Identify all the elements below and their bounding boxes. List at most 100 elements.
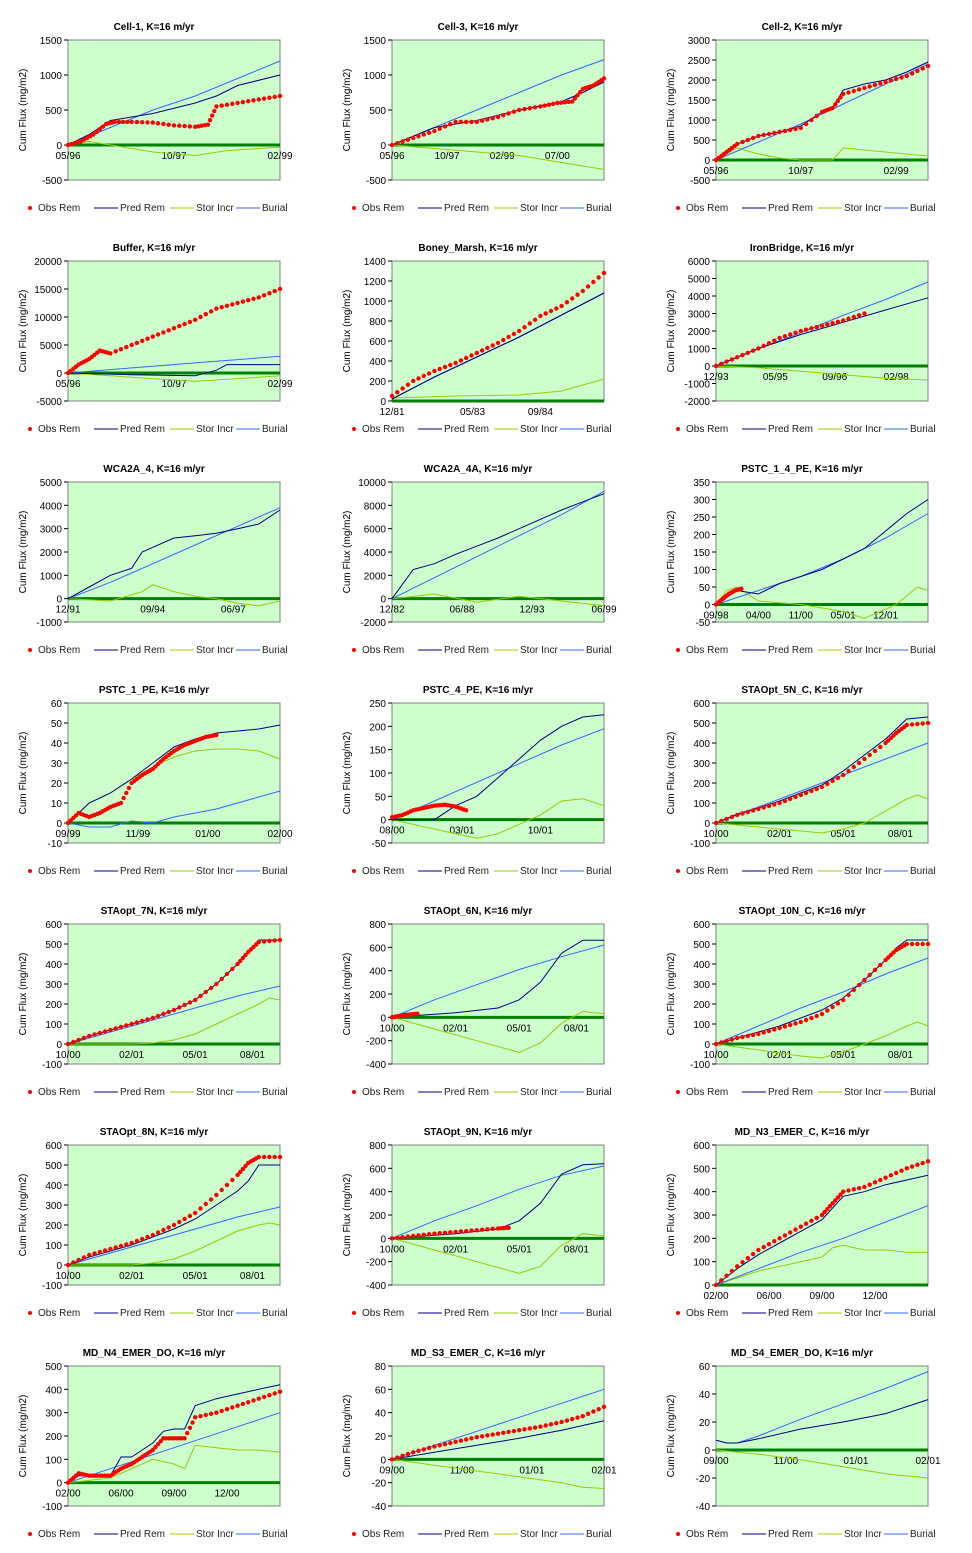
legend-label: Stor Incr — [196, 424, 234, 435]
x-tick-label: 04/00 — [746, 611, 771, 622]
x-tick-label: 12/00 — [214, 1489, 239, 1500]
obs-point — [251, 1398, 256, 1403]
obs-point — [735, 1264, 740, 1269]
obs-point — [772, 802, 777, 807]
legend-label: Obs Rem — [686, 866, 728, 877]
obs-point — [224, 1406, 230, 1412]
y-tick-label: 600 — [369, 1164, 386, 1175]
series-obs-rem — [713, 1159, 931, 1288]
y-tick-label: 100 — [693, 1020, 710, 1031]
series-stor-incr — [391, 378, 605, 399]
series-pred-rem — [391, 939, 604, 1018]
legend-marker — [676, 1532, 680, 1536]
obs-point — [904, 73, 909, 79]
obs-point — [888, 1173, 894, 1178]
legend-label: Obs Rem — [38, 203, 80, 214]
obs-point — [124, 344, 129, 350]
obs-point — [538, 1424, 543, 1429]
y-tick-label: 100 — [45, 1020, 62, 1031]
obs-point — [453, 1229, 458, 1235]
obs-point — [735, 141, 740, 147]
legend-label: Burial — [910, 1529, 936, 1540]
x-tick-label: 08/01 — [564, 1244, 589, 1255]
y-tick-label: 1000 — [364, 71, 387, 82]
legend-marker — [352, 648, 356, 652]
obs-point — [479, 1227, 485, 1232]
x-tick-label: 01/01 — [519, 1465, 544, 1476]
y-tick-label: 500 — [45, 940, 62, 951]
series-stor-incr — [67, 140, 281, 157]
obs-point — [421, 1232, 426, 1238]
chart-title: Cell-1, K=16 m/yr — [114, 22, 195, 33]
legend-label: Pred Rem — [768, 424, 813, 435]
obs-point — [124, 1023, 129, 1028]
y-tick-label: 60 — [375, 1385, 387, 1396]
y-tick-label: -2000 — [360, 618, 386, 629]
obs-point — [851, 314, 856, 320]
x-tick-label: 05/83 — [460, 407, 485, 418]
legend-label: Obs Rem — [38, 424, 80, 435]
obs-point — [793, 1021, 798, 1026]
y-tick-label: 250 — [693, 513, 710, 524]
chart-svg: Cell-3, K=16 m/yr Cum Flux (mg/m2) -500 0 50… — [342, 22, 612, 214]
y-tick-label: 8000 — [364, 501, 387, 512]
y-axis-label: Cum Flux (mg/m2) — [18, 953, 29, 1036]
chart-title: Boney_Marsh, K=16 m/yr — [418, 243, 537, 254]
obs-point — [395, 1235, 400, 1240]
obs-point — [485, 1227, 490, 1232]
x-tick-label: 05/01 — [183, 1271, 208, 1282]
obs-point — [208, 985, 214, 991]
x-tick-label: 02/00 — [55, 1489, 80, 1500]
series-obs-rem — [65, 937, 283, 1047]
y-tick-label: 2500 — [688, 56, 711, 67]
obs-point — [277, 1154, 283, 1160]
obs-point — [272, 94, 277, 100]
legend: Obs Rem Pred Rem Stor Incr Burial — [352, 1529, 612, 1540]
obs-point — [862, 977, 867, 983]
series-obs-rem — [389, 270, 607, 399]
obs-point — [724, 1038, 729, 1044]
obs-point — [793, 794, 798, 800]
legend-label: Burial — [910, 645, 936, 656]
obs-point — [240, 299, 246, 304]
y-tick-label: 300 — [693, 1211, 710, 1222]
legend-label: Pred Rem — [768, 866, 813, 877]
y-tick-label: 0 — [380, 816, 386, 827]
obs-point — [772, 130, 777, 136]
obs-point — [187, 1213, 193, 1219]
obs-point — [219, 305, 224, 310]
y-tick-label: 10 — [51, 799, 63, 810]
x-tick-label: 06/97 — [221, 605, 246, 616]
legend-label: Pred Rem — [768, 203, 813, 214]
obs-point — [835, 1195, 841, 1200]
obs-point — [750, 1032, 756, 1038]
x-tick-label: 09/00 — [809, 1291, 834, 1302]
obs-point — [585, 1411, 591, 1417]
obs-point — [856, 760, 862, 766]
obs-point — [798, 1019, 803, 1025]
obs-point — [150, 1232, 155, 1238]
legend-label: Burial — [262, 866, 288, 877]
obs-point — [485, 345, 490, 351]
chart-title: IronBridge, K=16 m/yr — [750, 243, 854, 254]
x-tick-label: 02/01 — [443, 1023, 468, 1034]
obs-point — [835, 1001, 841, 1006]
obs-point — [134, 1020, 140, 1025]
y-tick-label: 1200 — [364, 277, 387, 288]
obs-point — [777, 1025, 782, 1031]
y-tick-label: -200 — [366, 1258, 386, 1269]
y-tick-label: 600 — [369, 943, 386, 954]
legend-label: Obs Rem — [686, 203, 728, 214]
y-axis-label: Cum Flux (mg/m2) — [666, 953, 677, 1036]
obs-point — [506, 1429, 511, 1435]
y-tick-label: 4000 — [364, 548, 387, 559]
legend-label: Stor Incr — [196, 1308, 234, 1319]
legend-label: Pred Rem — [120, 424, 165, 435]
chart-title: PSTC_1_PE, K=16 m/yr — [99, 685, 209, 696]
obs-point — [411, 378, 416, 384]
obs-point — [108, 1027, 113, 1033]
obs-point — [756, 346, 761, 351]
obs-point — [835, 98, 841, 104]
obs-point — [256, 939, 261, 945]
x-tick-label: 10/97 — [788, 166, 813, 177]
